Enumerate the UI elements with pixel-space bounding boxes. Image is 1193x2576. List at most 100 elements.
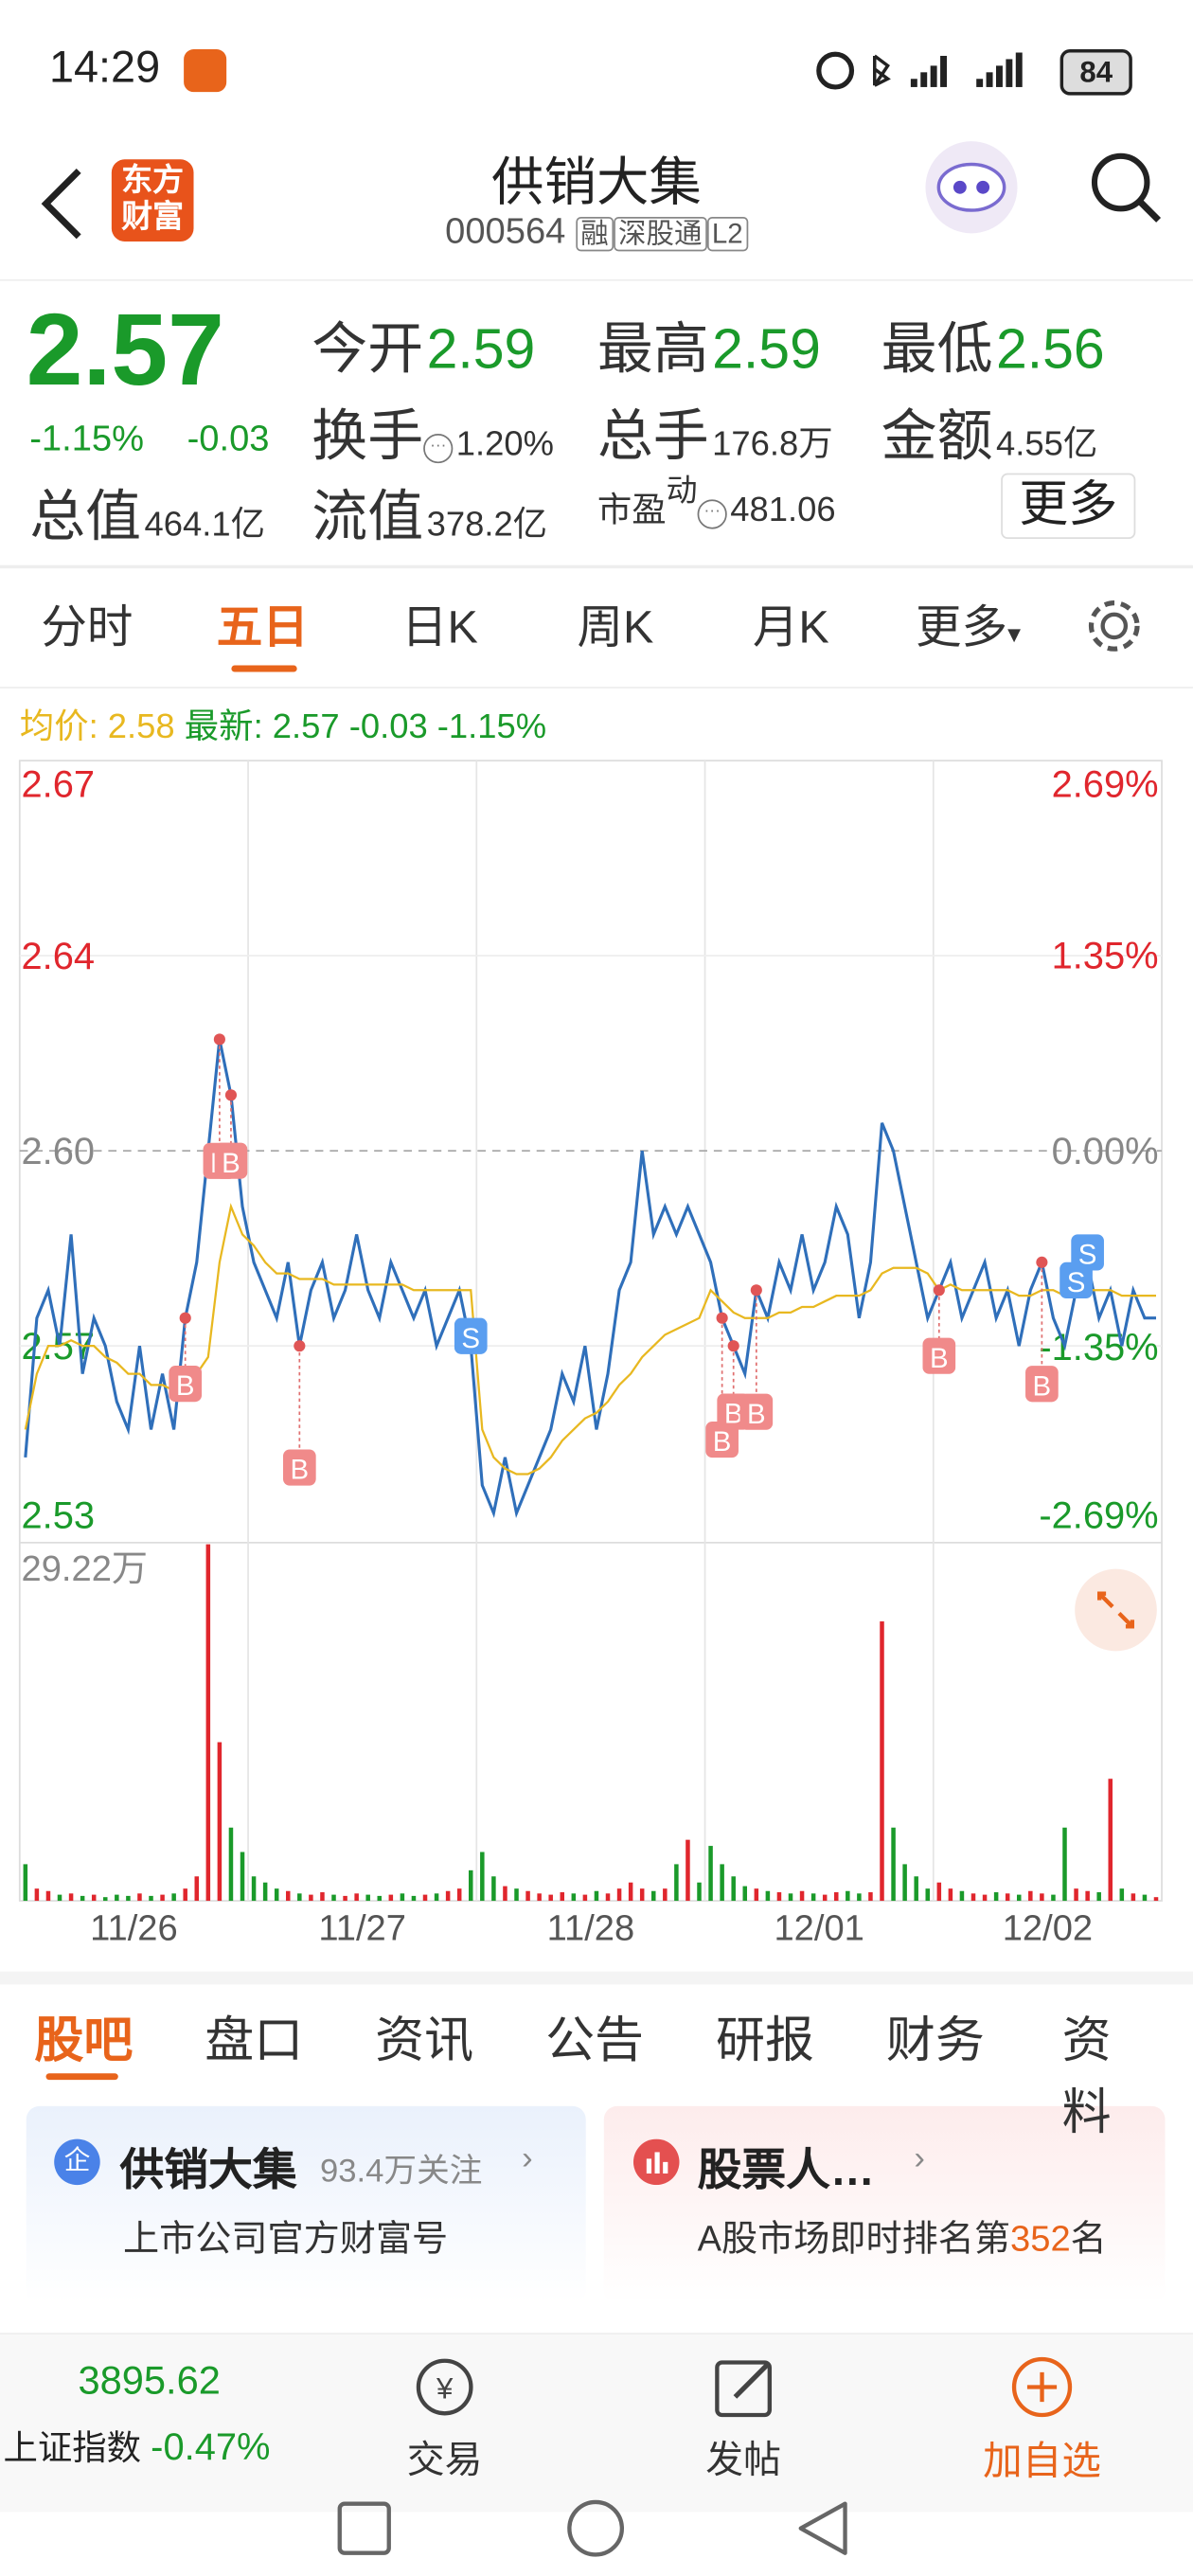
trade-label[interactable]: 交易: [406, 2438, 483, 2481]
trade-marker-label: B: [930, 1343, 949, 1374]
volume-bar: [1119, 1888, 1125, 1902]
status-time: 14:29: [48, 43, 161, 93]
search-button[interactable]: [1086, 148, 1165, 226]
chart-tab[interactable]: 五日: [216, 600, 309, 653]
trade-marker: [922, 1337, 956, 1374]
nav-back[interactable]: [798, 2501, 847, 2555]
expand-button[interactable]: [1073, 1567, 1158, 1653]
post-label[interactable]: 发帖: [705, 2438, 781, 2481]
volume-bar: [194, 1876, 200, 1902]
price: 2.57: [26, 294, 224, 408]
chart-tab[interactable]: 分时: [41, 600, 134, 653]
add-label[interactable]: 加自选: [983, 2440, 1101, 2484]
volume-bar: [605, 1893, 611, 1902]
trade-marker: [169, 1366, 203, 1403]
volume-bar: [343, 1895, 347, 1902]
volume-bar: [822, 1894, 828, 1902]
chart-tab[interactable]: 更多▾: [916, 600, 1022, 653]
field-label: 今开: [312, 318, 424, 382]
nav-home[interactable]: [567, 2499, 625, 2557]
volume-bar: [251, 1876, 257, 1902]
field-value: 176.8万: [712, 425, 833, 464]
field-value: 2.59: [712, 318, 821, 382]
card[interactable]: [26, 2105, 586, 2304]
volume-bar: [1131, 1893, 1136, 1902]
volume-bar: [149, 1895, 153, 1902]
volume-bar: [217, 1742, 223, 1902]
trade-marker: [454, 1317, 488, 1354]
chart-tab[interactable]: 周K: [577, 600, 654, 653]
trade-marker: [1025, 1366, 1059, 1403]
card-meta: 93.4万关注: [319, 2154, 483, 2191]
y-tick-label: 29.22万: [22, 1548, 148, 1589]
volume-bar: [1096, 1892, 1101, 1902]
field: 换手 ··· 1.20%: [312, 391, 554, 472]
info-tab[interactable]: 盘口: [205, 2013, 304, 2068]
volume-bar: [491, 1876, 496, 1902]
add-icon[interactable]: [1009, 2354, 1075, 2420]
card[interactable]: [603, 2105, 1166, 2304]
field-value: 464.1亿: [144, 506, 266, 545]
volume-bar: [422, 1894, 428, 1902]
chart-tab[interactable]: 月K: [752, 600, 829, 653]
tag: 融: [575, 216, 614, 252]
stock-code-row: 000564 融深股通 L2: [0, 210, 1193, 253]
info-tab[interactable]: 公告: [545, 2013, 645, 2068]
index-value[interactable]: 3895.62: [78, 2359, 221, 2404]
marker-dot: [213, 1033, 225, 1046]
info-tab[interactable]: 资讯: [375, 2013, 474, 2068]
post-icon[interactable]: [712, 2354, 777, 2420]
stock-code: 000564: [445, 210, 566, 252]
battery: 84: [1059, 49, 1132, 96]
chart-frame: [18, 760, 1163, 1902]
x-tick-label: 11/27: [318, 1908, 406, 1949]
index-change: -0.47%: [151, 2424, 271, 2468]
volume-bar: [948, 1888, 953, 1902]
more-button[interactable]: 更多: [1001, 473, 1136, 539]
y2-tick-label: -1.35%: [1039, 1327, 1158, 1368]
chart-tab[interactable]: 日K: [401, 600, 478, 653]
info-tab[interactable]: 股吧: [34, 2013, 134, 2068]
volume-bar: [788, 1893, 793, 1902]
field: 金额 4.55亿: [881, 391, 1098, 472]
nav-recent[interactable]: [337, 2501, 391, 2555]
settings-button[interactable]: [1083, 595, 1146, 657]
info-tab[interactable]: 资料: [1061, 2013, 1112, 2141]
info-tab[interactable]: 财务: [885, 2013, 985, 2068]
index-row[interactable]: 上证指数 -0.47%: [3, 2422, 270, 2471]
volume-bar: [320, 1892, 325, 1902]
volume-bar: [925, 1888, 931, 1902]
trade-icon[interactable]: ¥: [410, 2354, 479, 2420]
trade-marker: [282, 1449, 316, 1486]
trade-marker-label: B: [713, 1426, 732, 1458]
field-value: 2.59: [426, 318, 536, 382]
field-value: 378.2亿: [426, 506, 548, 545]
average-line: [24, 1203, 1157, 1476]
volume-bar: [639, 1888, 645, 1902]
assistant-avatar[interactable]: [922, 138, 1021, 237]
card-title: 供销大集: [119, 2145, 297, 2195]
volume-bar: [183, 1888, 187, 1902]
tab-underline: [231, 665, 297, 672]
volume-bar: [686, 1839, 690, 1902]
info-icon[interactable]: ···: [697, 499, 727, 529]
divider: [0, 687, 1193, 689]
info-icon[interactable]: ···: [423, 433, 454, 463]
y-tick-label: 2.64: [22, 936, 96, 977]
volume-bar: [286, 1890, 291, 1902]
info-tab[interactable]: 研报: [715, 2013, 814, 2068]
field-label: 金额: [881, 405, 993, 469]
volume-bar: [914, 1876, 918, 1902]
card-subtitle: A股市场即时排名第352名: [698, 2209, 1107, 2263]
volume-bar: [754, 1888, 759, 1902]
card-title: 股票人…: [697, 2145, 875, 2195]
tag: L2: [706, 216, 748, 252]
field-label: 市盈: [596, 492, 667, 530]
trade-marker: [739, 1393, 774, 1430]
volume-bar: [880, 1621, 884, 1902]
volume-bar: [91, 1894, 97, 1902]
volume-bar: [742, 1886, 748, 1902]
volume-bar: [262, 1882, 268, 1902]
back-button[interactable]: [33, 164, 89, 242]
